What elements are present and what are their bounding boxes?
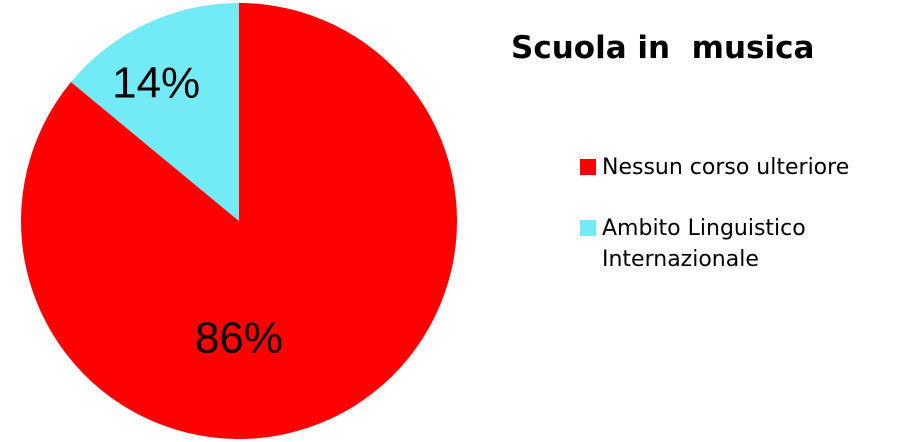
legend: Nessun corso ulteriore Ambito Linguistic…: [580, 152, 910, 305]
legend-item-nessun-corso: Nessun corso ulteriore: [580, 152, 910, 183]
slice-label-nessun-corso: 86%: [195, 314, 283, 363]
legend-label-ambito-linguistico: Ambito Linguistico Internazionale: [602, 216, 806, 272]
chart-title: Scuola in musica: [511, 30, 815, 66]
pie-chart: 86% 14%: [20, 3, 458, 439]
slice-ambito-linguistico: [71, 3, 240, 221]
legend-label-nessun-corso: Nessun corso ulteriore: [602, 155, 850, 180]
legend-item-ambito-linguistico: Ambito Linguistico Internazionale: [580, 213, 910, 275]
legend-swatch-nessun-corso: [580, 159, 596, 175]
legend-swatch-ambito-linguistico: [580, 220, 596, 236]
slice-label-ambito-linguistico: 14%: [112, 58, 200, 107]
